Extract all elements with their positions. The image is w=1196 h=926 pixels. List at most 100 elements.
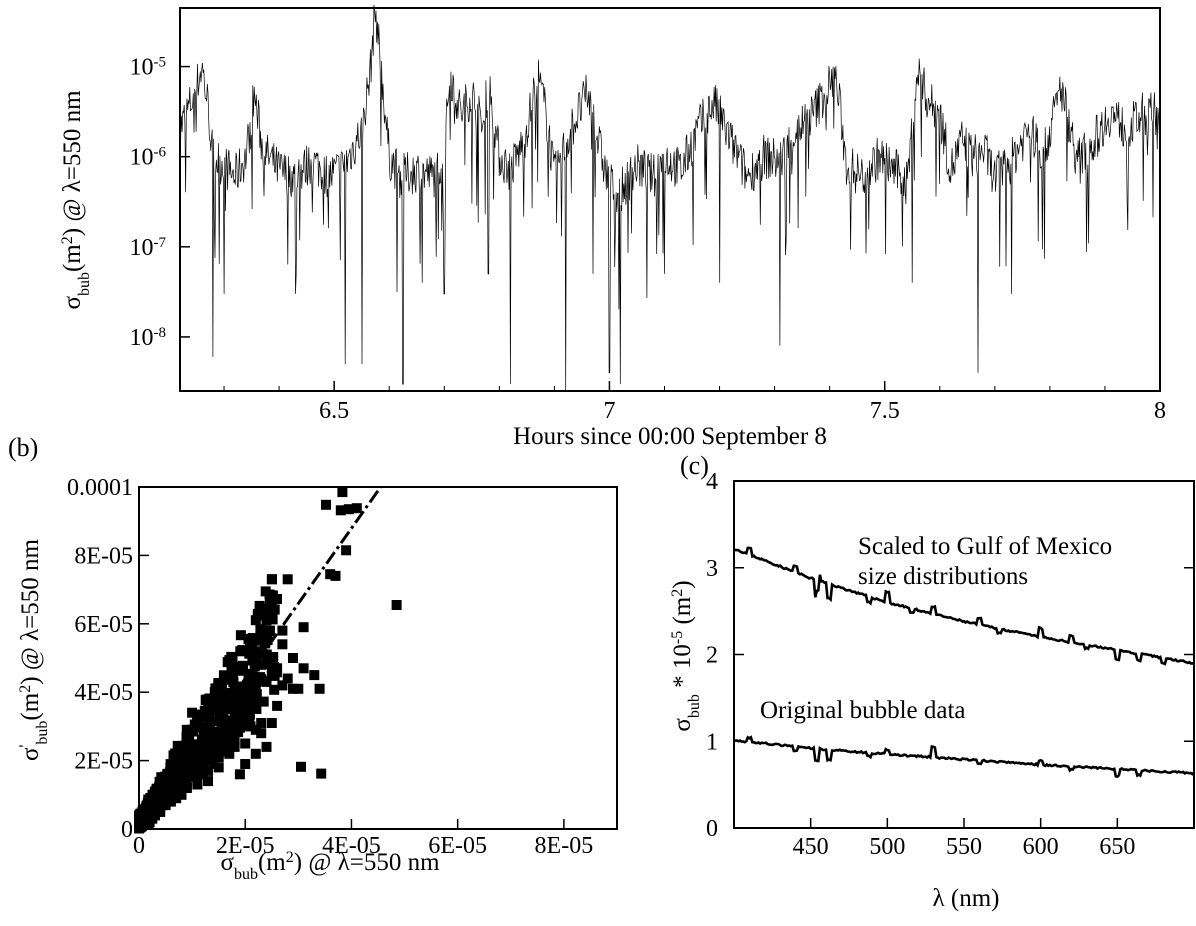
- panel-b-point: [218, 724, 229, 735]
- panel-b-point: [181, 732, 192, 743]
- panel-b-point: [314, 683, 325, 694]
- panel-b-point: [298, 663, 309, 674]
- panel-b-point: [209, 750, 220, 761]
- panel-b-point: [343, 504, 354, 515]
- panel-b-point: [247, 671, 258, 682]
- panel-b-x-axis-label: σbub(m2) @ λ=550 nm: [220, 849, 440, 883]
- panel-b-point: [222, 674, 233, 685]
- panel-c-x-ticks: 450 500 550 600 650: [793, 818, 1135, 860]
- panel-b-point: [269, 604, 280, 615]
- panel-b-point: [222, 695, 233, 706]
- panel-b-point: [209, 687, 220, 698]
- panel-b-point: [228, 693, 239, 704]
- panel-b-point: [203, 765, 213, 776]
- panel-a-y-ticks: 10-8 10-7 10-6 10-5: [130, 55, 190, 351]
- panel-b-x-tick-label: 8E-05: [535, 833, 594, 859]
- panel-b-point: [269, 670, 280, 681]
- panel-b-point: [256, 648, 267, 659]
- panel-b-point: [234, 714, 245, 725]
- panel-b-point: [247, 653, 258, 664]
- panel-c-series-line-2: [734, 735, 1195, 779]
- panel-b-point: [176, 757, 187, 768]
- panel-b-point: [282, 574, 293, 585]
- panel-b-point: [330, 570, 341, 581]
- panel-b-point: [260, 586, 271, 597]
- panel-b-point: [185, 749, 196, 760]
- panel-a-y-tick-label: 10-8: [130, 325, 167, 351]
- panel-c-annotation-original: Original bubble data: [760, 697, 966, 724]
- panel-b-y-tick-label: 2E-05: [74, 749, 133, 775]
- panel-b-point: [194, 714, 205, 724]
- panel-b-point: [202, 729, 213, 740]
- panel-b-point: [261, 741, 272, 752]
- panel-b-point: [245, 694, 256, 705]
- panel-a-y-axis-label: σbub(m2) @ λ=550 nm: [59, 90, 93, 310]
- panel-b-point: [222, 731, 233, 742]
- panel-c-x-tick-label: 650: [1099, 834, 1135, 860]
- panel-c-series-line-1: [733, 546, 1195, 666]
- panel-b-point: [186, 766, 196, 777]
- panel-a-series: [179, 5, 1161, 392]
- panel-b-x-tick-label: 2E-05: [216, 833, 275, 859]
- panel-b-point: [155, 780, 166, 790]
- panel-c-y-tick-label: 1: [706, 729, 718, 755]
- panel-b-point: [251, 689, 262, 700]
- panel-b-point: [256, 718, 267, 728]
- panel-b-point: [176, 786, 187, 797]
- panel-b-point: [216, 746, 227, 757]
- panel-b-point: [192, 772, 203, 783]
- panel-b-point: [226, 721, 237, 731]
- panel-b-y-tick-label: 0: [121, 817, 133, 843]
- panel-b-point: [337, 487, 348, 498]
- panel-a-x-axis-label: Hours since 00:00 September 8: [513, 423, 827, 450]
- panel-b-point: [174, 743, 185, 754]
- panel-b-y-ticks: 0 2E-05 4E-05 6E-05 8E-05 0.0001: [67, 475, 149, 843]
- panel-b-point: [277, 625, 288, 636]
- panel-b-point: [216, 682, 227, 692]
- panel-c-y-tick-label: 4: [706, 469, 718, 495]
- panel-b-point: [321, 499, 331, 510]
- panel-c-y-ticks: 0 1 2 3 4: [706, 469, 1194, 842]
- panel-b-point: [153, 785, 164, 796]
- panel-b-plot-frame: [138, 486, 618, 830]
- panel-b-point: [204, 693, 215, 704]
- panel-b-point: [195, 743, 206, 754]
- panel-a-y-tick-label: 10-7: [130, 235, 167, 261]
- panel-b-point: [267, 574, 277, 585]
- panel-b-point: [269, 684, 280, 695]
- panel-b-point: [258, 696, 269, 707]
- panel-b-point: [162, 780, 173, 791]
- panel-b-point: [316, 768, 327, 779]
- panel-b-point: [235, 681, 246, 692]
- panel-b-point: [244, 643, 255, 654]
- panel-b-point: [174, 764, 185, 775]
- panel-a-x-ticks: 6.5 7 7.5 8: [223, 381, 1166, 424]
- panel-a-chart: 6.5 7 7.5 8 10-8 10-7 10-6 10-5 Hours since 00…: [59, 5, 1166, 450]
- panel-c-label: (c): [680, 451, 709, 480]
- panel-b-point: [250, 683, 261, 694]
- panel-b-point: [351, 503, 362, 514]
- panel-b-point: [269, 662, 280, 673]
- panel-b-point: [272, 700, 283, 711]
- panel-a-y-tick-label: 10-6: [130, 145, 167, 171]
- panel-b-point: [277, 680, 288, 691]
- panel-b-point: [238, 660, 248, 671]
- panel-b-point: [251, 677, 262, 688]
- panel-b-point: [168, 757, 179, 768]
- panel-b-label: (b): [8, 433, 38, 462]
- panel-c-chart: (c) 450 500 550 600 650 0 1 2 3 4 Scaled to Gulf…: [669, 451, 1195, 912]
- panel-b-y-tick-label: 6E-05: [74, 612, 133, 638]
- panel-b-point: [288, 653, 298, 663]
- panel-b-point: [266, 718, 277, 728]
- panel-b-point: [298, 622, 309, 633]
- panel-b-point: [226, 663, 237, 674]
- panel-b-point: [235, 722, 246, 733]
- panel-b-x-tick-label: 0: [133, 833, 145, 859]
- panel-b-point: [222, 743, 233, 754]
- panel-b-point: [309, 670, 320, 681]
- panel-b-point: [237, 692, 248, 703]
- panel-b-point: [213, 762, 224, 773]
- panel-b-point: [229, 735, 240, 746]
- panel-a-series-line: [179, 5, 1161, 392]
- panel-b-point: [205, 722, 216, 733]
